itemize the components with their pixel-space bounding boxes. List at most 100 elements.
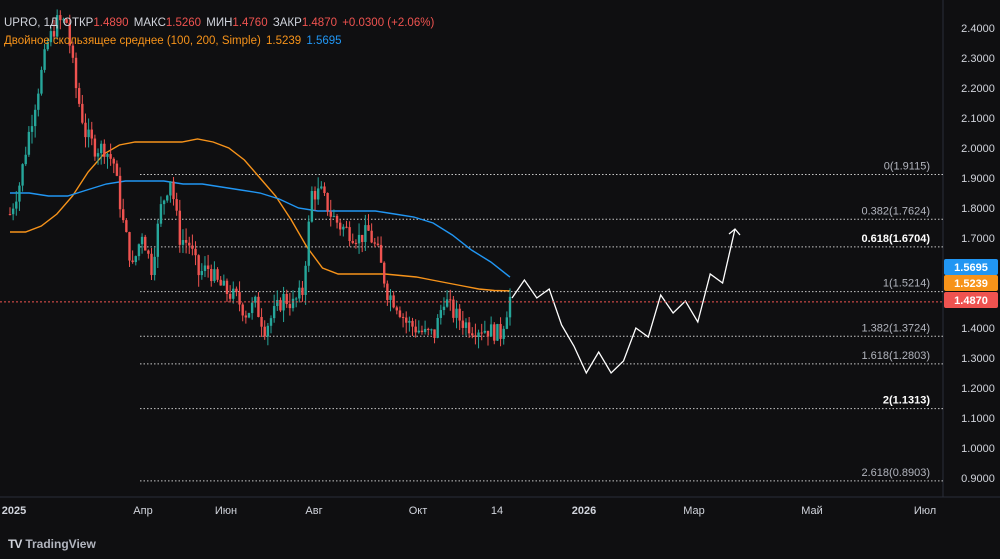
candle-body — [232, 288, 235, 299]
candle-body — [483, 330, 487, 333]
candle-body — [370, 230, 373, 243]
candle-body — [499, 324, 502, 339]
candle-body — [411, 320, 414, 327]
candle-body — [250, 302, 254, 314]
candle-body — [439, 310, 443, 318]
candle-body — [430, 329, 433, 331]
price-tick-label: 2.2000 — [961, 83, 995, 95]
candle-body — [316, 188, 320, 200]
tradingview-brand[interactable]: TV TradingView — [8, 537, 96, 551]
candle-body — [99, 143, 103, 154]
candle-body — [291, 298, 295, 309]
candle-body — [298, 287, 301, 299]
candle-body — [480, 332, 483, 334]
candle-body — [178, 210, 182, 245]
candle-body — [467, 322, 471, 334]
candle-body — [166, 195, 169, 201]
candle-body — [464, 322, 468, 328]
price-badge — [944, 292, 998, 308]
indicator-legend[interactable]: Двойное скользящее среднее (100, 200, Si… — [4, 35, 344, 47]
price-badge — [944, 259, 998, 275]
candle-body — [320, 186, 323, 189]
candle-body — [11, 208, 15, 215]
candle-body — [194, 248, 197, 256]
candle-body — [62, 19, 65, 21]
candle-body — [125, 220, 128, 233]
candle-body — [24, 154, 27, 165]
projection-path[interactable] — [511, 228, 741, 375]
candle-body — [27, 131, 31, 155]
fib-level-label: 0.382(1.7624) — [862, 205, 931, 217]
price-badges: 1.5695 1.5239 1.4870 — [0, 259, 998, 308]
candle-body — [213, 269, 216, 282]
open-label: ОТКР — [63, 17, 94, 29]
candle-body — [109, 154, 112, 159]
candle-body — [169, 181, 172, 196]
candle-body — [373, 242, 376, 244]
candle-body — [354, 242, 358, 244]
candle-body — [118, 175, 122, 210]
candle-body — [367, 225, 370, 231]
candle-body — [71, 45, 75, 58]
candle-body — [254, 296, 257, 303]
candle-body — [33, 109, 37, 127]
ticker-label[interactable]: UPRO, 1Д — [4, 17, 58, 29]
candle-body — [502, 328, 505, 339]
candle-body — [313, 191, 317, 200]
candle-body — [442, 306, 446, 311]
time-axis[interactable]: 2025 Апр Июн Авг Окт 14 2026 Мар Май Июл — [2, 505, 936, 517]
candle-body — [156, 223, 159, 257]
candle-body — [345, 226, 348, 228]
price-tick-label: 1.7000 — [961, 233, 995, 245]
candle-body — [77, 88, 81, 104]
candle-body — [103, 143, 106, 157]
candle-body — [326, 193, 329, 212]
candle-body — [335, 215, 339, 223]
candle-body — [386, 283, 389, 300]
candle-body — [191, 245, 194, 249]
time-tick-label: Апр — [133, 505, 152, 517]
candle-body — [348, 227, 351, 241]
candle-body — [153, 256, 156, 276]
fib-level-label: 0.618(1.6704) — [862, 233, 931, 245]
candle-body — [257, 296, 260, 317]
ma-fast-line — [10, 138, 511, 292]
low-value: 1.4760 — [232, 17, 268, 29]
candle-body — [417, 330, 421, 333]
candle-body — [197, 255, 200, 276]
fib-level-label: 1.382(1.3724) — [862, 322, 931, 334]
fibonacci-extension[interactable]: 0(1.9115) 0.382(1.7624) 0.618(1.6704) 1(1.5… — [140, 161, 943, 482]
candle-body — [122, 209, 125, 221]
candle-body — [52, 31, 56, 37]
candle-body — [21, 164, 24, 186]
candle-body — [455, 308, 458, 318]
candle-body — [225, 280, 229, 294]
candle-body — [200, 271, 204, 276]
candle-body — [269, 318, 273, 326]
candle-body — [420, 330, 424, 333]
price-tick-label: 1.1000 — [961, 413, 995, 425]
candle-body — [68, 22, 71, 46]
fib-level-label: 0(1.9115) — [884, 161, 930, 173]
candle-body — [244, 315, 248, 318]
price-tick-label: 2.3000 — [961, 53, 995, 65]
candle-body — [247, 313, 251, 318]
candle-body — [90, 129, 93, 139]
candle-body — [279, 299, 282, 311]
candle-body — [260, 316, 263, 327]
candle-body — [115, 163, 119, 176]
price-tick-label: 1.0000 — [961, 443, 995, 455]
projection-polyline[interactable] — [511, 228, 736, 375]
candle-body — [452, 299, 455, 318]
candle-body — [408, 320, 411, 323]
open-value: 1.4890 — [93, 17, 129, 29]
candle-body — [162, 200, 166, 205]
candle-body — [301, 287, 304, 295]
candle-body — [65, 19, 68, 23]
price-tick-label: 2.1000 — [961, 113, 995, 125]
candle-body — [188, 242, 191, 246]
candle-body — [219, 279, 222, 286]
candle-body — [175, 199, 178, 211]
candle-body — [405, 317, 408, 323]
